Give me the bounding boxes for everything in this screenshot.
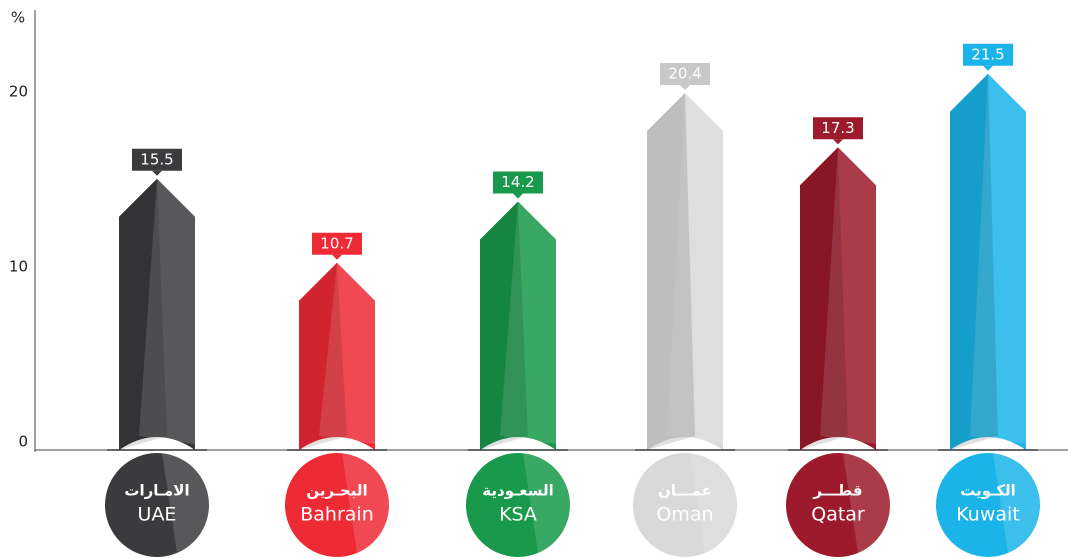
value-label-pointer [513, 193, 523, 199]
category-label: Kuwait [956, 504, 1019, 526]
bar-shade [500, 201, 556, 444]
value-label: 21.5 [971, 45, 1004, 63]
bar-shade [667, 93, 723, 444]
category-label-ar: الكـويت [960, 482, 1016, 500]
category-label: Qatar [811, 504, 865, 526]
bar [299, 262, 375, 450]
category-badge [105, 453, 209, 557]
category-badge [786, 453, 890, 557]
value-label: 17.3 [821, 119, 854, 137]
value-label-pointer [152, 170, 162, 176]
badge-shade [162, 453, 210, 553]
bar [800, 147, 876, 450]
category-badge [633, 453, 737, 557]
bar-shade [119, 178, 167, 450]
bar-shade [970, 73, 1026, 444]
value-label-bg [312, 232, 362, 255]
badge-shade [843, 453, 891, 553]
y-tick-label: 10 [9, 258, 28, 276]
category-badge [466, 453, 570, 557]
value-label-bg [963, 43, 1013, 66]
category-badge [936, 453, 1040, 557]
value-label-bg [493, 171, 543, 194]
value-label: 10.7 [320, 234, 353, 252]
bar-shade [299, 262, 347, 450]
value-label-bg [813, 117, 863, 140]
y-tick-label: 0 [18, 433, 28, 451]
bar-shade [820, 147, 876, 444]
category-badge [285, 453, 389, 557]
bar [647, 93, 723, 450]
value-label-pointer [833, 139, 843, 145]
bar [480, 201, 556, 450]
y-tick-label: 20 [9, 83, 28, 101]
value-label: 15.5 [140, 150, 173, 168]
category-label: Bahrain [300, 504, 374, 526]
bar-shade [480, 201, 528, 450]
category-label-ar: قطـــر [812, 482, 862, 500]
bar [119, 178, 195, 450]
bar-shade [800, 147, 848, 450]
bar-shade [647, 93, 695, 450]
bar-shade [139, 178, 195, 444]
value-label-pointer [680, 85, 690, 90]
bar [950, 73, 1026, 450]
y-axis-label: % [11, 9, 25, 27]
bar-shade [319, 262, 375, 444]
category-label: KSA [499, 504, 537, 526]
category-label-ar: عمـــان [658, 482, 712, 500]
value-label: 20.4 [668, 65, 701, 83]
badge-shade [523, 453, 571, 553]
category-label-ar: البحـرين [306, 482, 367, 500]
category-label: UAE [138, 504, 177, 526]
value-label-bg [660, 63, 710, 85]
value-label-bg [132, 148, 182, 171]
category-label: Oman [656, 504, 713, 526]
badge-shade [993, 453, 1041, 553]
value-label: 14.2 [501, 173, 534, 191]
category-label-ar: الامـارات [124, 482, 189, 500]
badge-shade [690, 453, 738, 553]
category-label-ar: السعـودية [482, 482, 553, 500]
badge-shade [342, 453, 390, 553]
bar-shade [950, 73, 998, 450]
value-label-pointer [332, 254, 342, 260]
value-label-pointer [983, 65, 993, 71]
